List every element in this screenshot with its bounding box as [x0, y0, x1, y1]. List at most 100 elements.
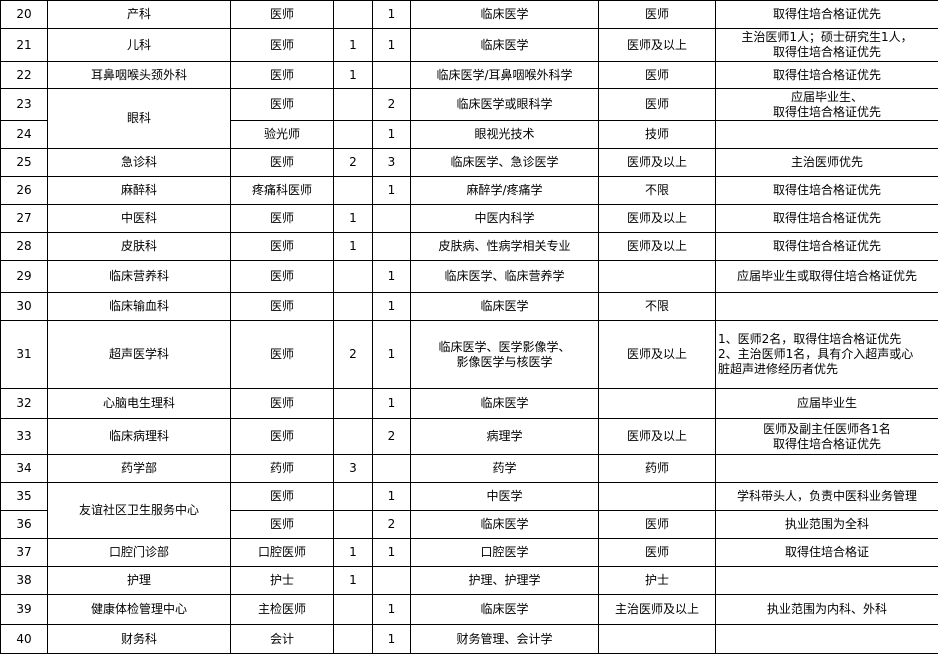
notes-cell: 应届毕业生或取得住培合格证优先: [716, 261, 938, 293]
position-cell: 医师: [231, 233, 334, 261]
count-a-cell: [334, 177, 373, 205]
count-b-cell: 1: [373, 261, 411, 293]
notes-cell: 取得住培合格证: [716, 539, 938, 567]
department-cell: 护理: [48, 567, 231, 595]
row-number-cell: 22: [1, 62, 48, 89]
count-a-cell: [334, 293, 373, 321]
notes-cell: 取得住培合格证优先: [716, 177, 938, 205]
major-cell: 皮肤病、性病学相关专业: [411, 233, 599, 261]
title-requirement-cell: 医师: [599, 62, 716, 89]
position-cell: 医师: [231, 511, 334, 539]
title-requirement-cell: [599, 389, 716, 419]
row-number-cell: 40: [1, 625, 48, 654]
notes-cell: 执业范围为内科、外科: [716, 595, 938, 625]
count-a-cell: 2: [334, 149, 373, 177]
title-requirement-cell: 医师: [599, 539, 716, 567]
department-cell: 儿科: [48, 29, 231, 62]
department-cell: 财务科: [48, 625, 231, 654]
position-cell: 医师: [231, 62, 334, 89]
count-a-cell: [334, 389, 373, 419]
count-a-cell: 2: [334, 321, 373, 389]
count-b-cell: 1: [373, 625, 411, 654]
count-b-cell: [373, 233, 411, 261]
notes-cell: [716, 293, 938, 321]
count-a-cell: [334, 261, 373, 293]
notes-cell: [716, 121, 938, 149]
row-number-cell: 33: [1, 419, 48, 455]
title-requirement-cell: 医师: [599, 1, 716, 29]
department-cell: 心脑电生理科: [48, 389, 231, 419]
major-cell: 护理、护理学: [411, 567, 599, 595]
count-b-cell: 1: [373, 595, 411, 625]
department-cell: 皮肤科: [48, 233, 231, 261]
row-number-cell: 27: [1, 205, 48, 233]
title-requirement-cell: 不限: [599, 177, 716, 205]
count-a-cell: [334, 419, 373, 455]
department-cell: 口腔门诊部: [48, 539, 231, 567]
title-requirement-cell: 医师及以上: [599, 321, 716, 389]
title-requirement-cell: 技师: [599, 121, 716, 149]
position-cell: 医师: [231, 261, 334, 293]
count-a-cell: [334, 625, 373, 654]
title-requirement-cell: 医师及以上: [599, 205, 716, 233]
notes-cell: 执业范围为全科: [716, 511, 938, 539]
department-cell: 超声医学科: [48, 321, 231, 389]
position-cell: 医师: [231, 149, 334, 177]
notes-cell: 取得住培合格证优先: [716, 205, 938, 233]
row-number-cell: 20: [1, 1, 48, 29]
row-number-cell: 25: [1, 149, 48, 177]
notes-cell: 应届毕业生、 取得住培合格证优先: [716, 89, 938, 121]
row-number-cell: 31: [1, 321, 48, 389]
title-requirement-cell: 药师: [599, 455, 716, 483]
count-b-cell: [373, 205, 411, 233]
notes-cell: 主治医师1人；硕士研究生1人， 取得住培合格证优先: [716, 29, 938, 62]
count-a-cell: [334, 511, 373, 539]
row-number-cell: 28: [1, 233, 48, 261]
count-a-cell: 3: [334, 455, 373, 483]
department-cell: 临床营养科: [48, 261, 231, 293]
major-cell: 眼视光技术: [411, 121, 599, 149]
position-cell: 医师: [231, 321, 334, 389]
count-b-cell: 1: [373, 321, 411, 389]
major-cell: 药学: [411, 455, 599, 483]
notes-cell: 1、医师2名，取得住培合格证优先 2、主治医师1名，具有介入超声或心 脏超声进修…: [716, 321, 938, 389]
title-requirement-cell: 医师及以上: [599, 233, 716, 261]
row-number-cell: 23: [1, 89, 48, 121]
count-b-cell: 2: [373, 419, 411, 455]
major-cell: 麻醉学/疼痛学: [411, 177, 599, 205]
count-a-cell: [334, 121, 373, 149]
position-cell: 药师: [231, 455, 334, 483]
title-requirement-cell: [599, 625, 716, 654]
row-number-cell: 24: [1, 121, 48, 149]
count-b-cell: 1: [373, 293, 411, 321]
count-b-cell: 1: [373, 1, 411, 29]
notes-cell: 应届毕业生: [716, 389, 938, 419]
department-cell: 临床病理科: [48, 419, 231, 455]
department-cell: 急诊科: [48, 149, 231, 177]
row-number-cell: 38: [1, 567, 48, 595]
major-cell: 财务管理、会计学: [411, 625, 599, 654]
count-a-cell: 1: [334, 539, 373, 567]
notes-cell: 学科带头人，负责中医科业务管理: [716, 483, 938, 511]
count-a-cell: 1: [334, 29, 373, 62]
row-number-cell: 37: [1, 539, 48, 567]
count-b-cell: 2: [373, 89, 411, 121]
department-cell: 健康体检管理中心: [48, 595, 231, 625]
position-cell: 医师: [231, 293, 334, 321]
department-cell: 友谊社区卫生服务中心: [48, 483, 231, 539]
department-cell: 眼科: [48, 89, 231, 149]
row-number-cell: 29: [1, 261, 48, 293]
major-cell: 临床医学: [411, 511, 599, 539]
count-b-cell: 1: [373, 483, 411, 511]
notes-cell: 取得住培合格证优先: [716, 233, 938, 261]
position-cell: 医师: [231, 389, 334, 419]
count-a-cell: 1: [334, 62, 373, 89]
